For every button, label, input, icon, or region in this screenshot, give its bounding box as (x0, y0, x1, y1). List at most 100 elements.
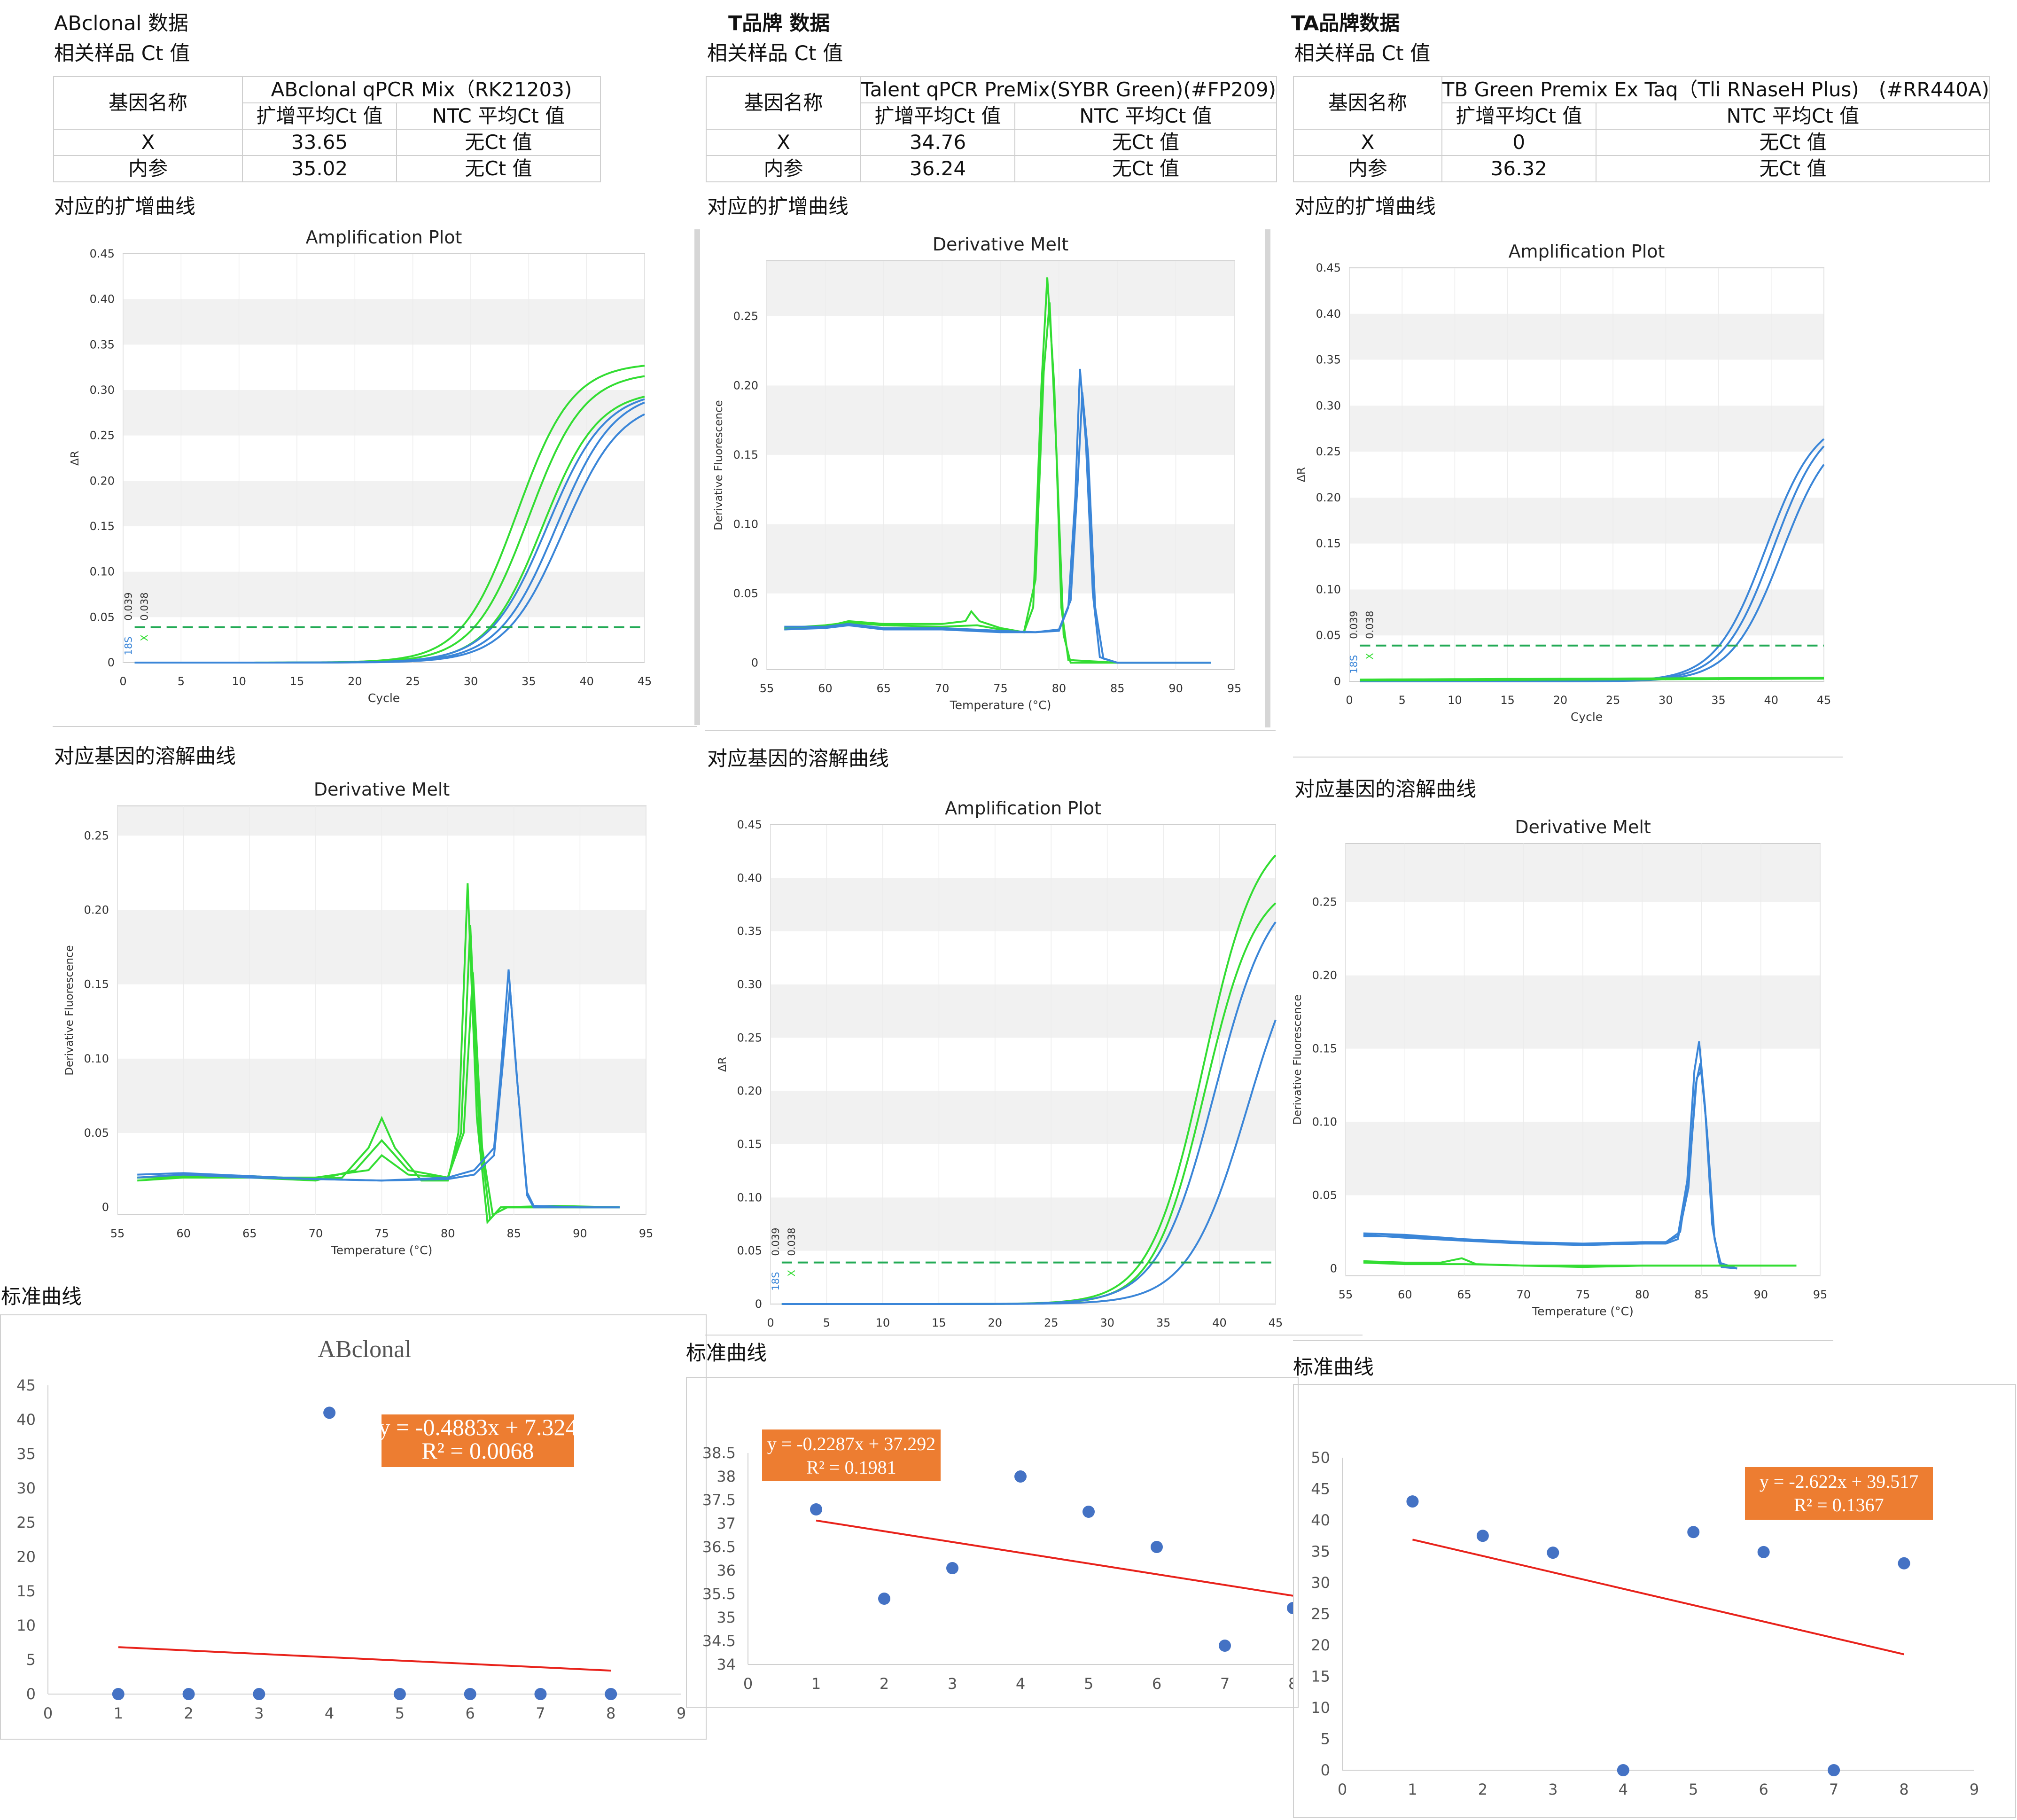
series-line (134, 413, 645, 664)
y-tick-label: 0.20 (1312, 969, 1337, 982)
series-line (781, 1019, 1277, 1305)
x-tick-label: 85 (1110, 682, 1125, 695)
y-tick-label: 0.15 (733, 448, 758, 461)
chart-title: Amplification Plot (1509, 241, 1665, 262)
y-tick-label: 0.10 (733, 517, 758, 531)
x-tick-label: 25 (405, 675, 420, 688)
y-tick-label: 0.05 (1316, 629, 1341, 642)
x-tick-label: 8 (606, 1704, 615, 1722)
x-tick-label: 7 (536, 1704, 545, 1722)
y-tick-label: 0.20 (737, 1085, 762, 1098)
data-point (1406, 1495, 1419, 1508)
ntc-ct-header: NTC 平均Ct 值 (1014, 102, 1277, 130)
section-subtitle: 相关样品 Ct 值 (707, 42, 843, 65)
y-tick-label: 30 (1311, 1574, 1330, 1592)
x-axis-label: Temperature (°C) (1532, 1304, 1634, 1318)
trend-line (816, 1519, 1293, 1597)
y-tick-label: 25 (16, 1514, 36, 1531)
separator (1293, 1340, 1833, 1341)
gene-header: 基因名称 (1293, 76, 1442, 130)
y-tick-label: 37 (716, 1515, 736, 1532)
chart-title: Derivative Melt (933, 234, 1069, 255)
x-tick-label: 7 (1220, 1675, 1230, 1693)
plot-band (1349, 589, 1824, 636)
y-tick-label: 10 (1311, 1699, 1330, 1717)
y-tick-label: 0 (26, 1685, 36, 1703)
plot-band (123, 299, 645, 345)
std-chart-frame (686, 1377, 1299, 1708)
x-tick-label: 30 (1100, 1316, 1114, 1329)
x-tick-label: 70 (935, 682, 950, 695)
x-tick-label: 35 (1711, 694, 1726, 707)
y-axis-label: Derivative Fluorescence (63, 945, 76, 1075)
x-tick-label: 6 (1152, 1675, 1161, 1693)
y-tick-label: 0.10 (737, 1191, 762, 1204)
avg-ct-header: 扩增平均Ct 值 (242, 102, 397, 130)
y-tick-label: 0.30 (1316, 399, 1341, 412)
series-line (1360, 464, 1825, 682)
x-tick-label: 5 (1399, 694, 1406, 707)
x-tick-label: 75 (374, 1227, 389, 1240)
x-tick-label: 10 (232, 675, 246, 688)
y-tick-label: 0.25 (1312, 896, 1337, 909)
amp-label: 对应的扩增曲线 (54, 195, 195, 219)
data-point (1287, 1602, 1293, 1614)
threshold-label: 0.038 (786, 1227, 797, 1256)
x-tick-label: 45 (1269, 1316, 1283, 1329)
y-tick-label: 25 (1311, 1605, 1330, 1623)
x-tick-label: 0 (767, 1316, 774, 1329)
x-tick-label: 55 (110, 1227, 125, 1240)
trend-line (1412, 1539, 1905, 1656)
x-tick-label: 0 (43, 1704, 53, 1722)
y-tick-label: 20 (1311, 1636, 1330, 1654)
series-line (134, 396, 645, 664)
chart-title: Amplification Plot (306, 227, 462, 248)
data-point (1757, 1546, 1770, 1558)
y-tick-label: 5 (1321, 1730, 1330, 1748)
y-tick-label: 0.25 (737, 1031, 762, 1044)
series-line (1363, 1261, 1797, 1268)
melt-label: 对应基因的溶解曲线 (54, 745, 236, 768)
x-tick-label: 3 (1548, 1781, 1558, 1798)
series-line (134, 401, 645, 664)
y-tick-label: 35.5 (702, 1585, 736, 1603)
plot-band (1349, 313, 1824, 360)
std-label: 标准曲线 (1293, 1356, 1374, 1379)
avg-ct-cell: 36.32 (1441, 155, 1596, 182)
y-tick-label: 35 (716, 1609, 736, 1626)
y-tick-label: 0.30 (90, 383, 115, 397)
x-tick-label: 6 (465, 1704, 475, 1722)
threshold-label: X (1364, 653, 1375, 659)
amplification-plot-ta-brand: Amplification Plot 0 5 10 15 20 25 30 35 40 45 0 0.0… (1295, 241, 1831, 724)
threshold-label: 18S (123, 637, 134, 656)
x-tick-label: 90 (1753, 1288, 1768, 1301)
derivative-melt-abclonal: Derivative Melt 55 60 65 70 75 80 85 90 95 0 0.05 0.… (63, 779, 653, 1257)
x-tick-label: 4 (1619, 1781, 1628, 1798)
amplification-plot-t-brand: Amplification Plot 0 5 10 15 20 25 30 35 40 45 0 0.0… (716, 798, 1283, 1329)
ntc-ct-cell: 无Ct 值 (396, 155, 601, 182)
gene-header: 基因名称 (53, 76, 243, 130)
y-tick-label: 0.20 (90, 474, 115, 487)
avg-ct-cell: 35.02 (242, 155, 397, 182)
ntc-ct-header: NTC 平均Ct 值 (396, 102, 601, 130)
y-tick-label: 34.5 (702, 1632, 736, 1650)
threshold-label: 0.039 (770, 1227, 781, 1256)
data-point (253, 1688, 265, 1700)
y-tick-label: 0.40 (90, 293, 115, 306)
data-point (1617, 1764, 1629, 1776)
x-tick-label: 35 (1156, 1316, 1171, 1329)
x-tick-label: 80 (1052, 682, 1067, 695)
product-header: Talent qPCR PreMix(SYBR Green)(#FP209) (860, 76, 1277, 103)
x-tick-label: 75 (993, 682, 1008, 695)
x-tick-label: 95 (1813, 1288, 1828, 1301)
x-tick-label: 90 (1168, 682, 1183, 695)
x-tick-label: 55 (1339, 1288, 1353, 1301)
y-tick-label: 35 (16, 1445, 36, 1463)
data-point (810, 1503, 822, 1515)
data-point (1687, 1526, 1700, 1539)
threshold-label: X (786, 1270, 797, 1276)
x-tick-label: 75 (1576, 1288, 1590, 1301)
threshold-label: X (139, 634, 150, 641)
gene-cell: X (706, 129, 861, 156)
